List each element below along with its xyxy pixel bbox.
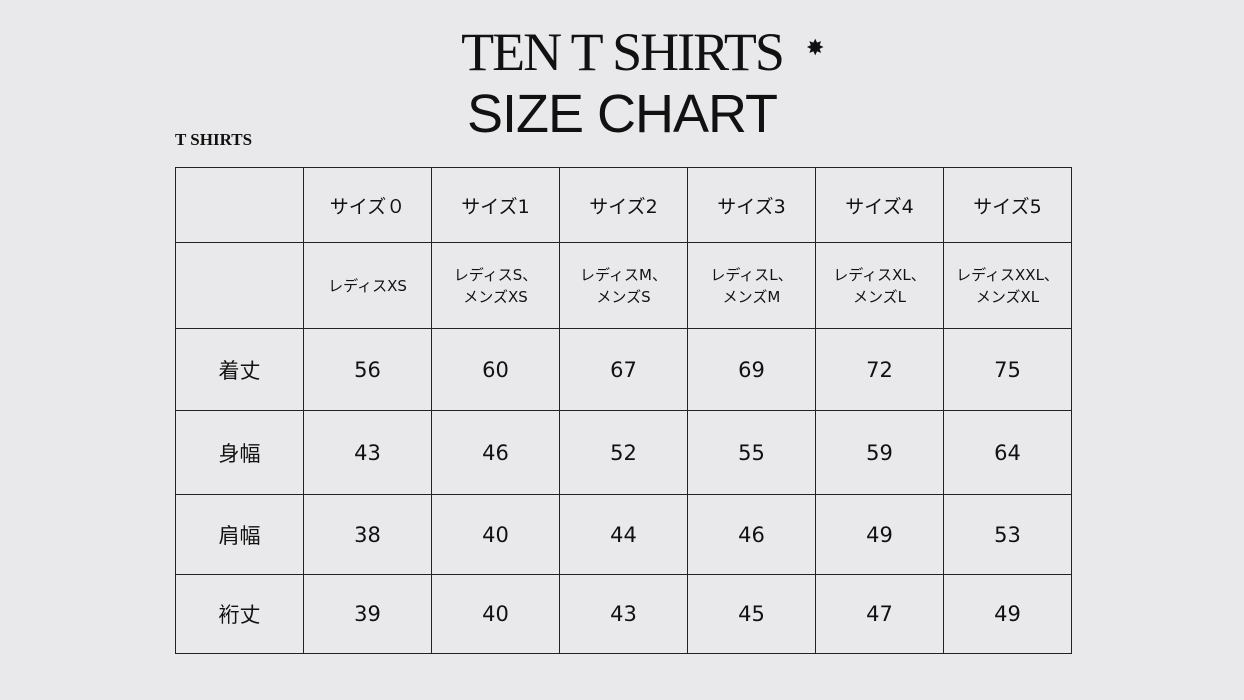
equivalent-size-row: レディスXS レディスS、 メンズXS レディスM、 メンズS レディスL、 メンズM レディ… (175, 242, 1072, 329)
measurement-value-cell: 75 (943, 328, 1072, 411)
equivalent-size-line: レディスXXL、 (956, 265, 1059, 284)
corner-cell (175, 167, 304, 243)
size-header-cell: サイズ1 (431, 167, 560, 243)
measurement-label-cell: 身幅 (175, 410, 304, 495)
equivalent-size-cell: レディスM、 メンズS (559, 242, 688, 329)
measurement-value-cell: 39 (303, 574, 432, 654)
measurement-value-cell: 52 (559, 410, 688, 495)
equivalent-size-line: メンズL (852, 287, 907, 306)
measurement-value-cell: 60 (431, 328, 560, 411)
size-header-cell: サイズ4 (815, 167, 944, 243)
empty-label-cell (175, 242, 304, 329)
measurement-value-cell: 43 (559, 574, 688, 654)
measurement-row: 着丈 56 60 67 69 72 75 (175, 328, 1072, 411)
section-subtitle: T SHIRTS (175, 130, 253, 149)
equivalent-size-cell: レディスXXL、 メンズXL (943, 242, 1072, 329)
equivalent-size-line: メンズM (722, 287, 781, 306)
measurement-value-cell: 43 (303, 410, 432, 495)
measurement-value-cell: 49 (943, 574, 1072, 654)
measurement-label-cell: 肩幅 (175, 494, 304, 575)
size-header-cell: サイズ5 (943, 167, 1072, 243)
measurement-value-cell: 46 (431, 410, 560, 495)
equivalent-size-line: レディスS、 (453, 265, 538, 284)
page-title: SIZE CHART (466, 84, 778, 144)
measurement-label-cell: 着丈 (175, 328, 304, 411)
measurement-label-cell: 裄丈 (175, 574, 304, 654)
equivalent-size-cell: レディスS、 メンズXS (431, 242, 560, 329)
measurement-value-cell: 53 (943, 494, 1072, 575)
measurement-value-cell: 47 (815, 574, 944, 654)
measurement-value-cell: 55 (687, 410, 816, 495)
measurement-value-cell: 49 (815, 494, 944, 575)
measurement-value-cell: 72 (815, 328, 944, 411)
measurement-value-cell: 69 (687, 328, 816, 411)
star-icon: ✸ (806, 36, 825, 61)
equivalent-size-line: レディスL、 (710, 265, 793, 284)
equivalent-size-cell: レディスXS (303, 242, 432, 329)
equivalent-size-line: メンズXL (975, 287, 1040, 306)
size-header-row: サイズ０ サイズ1 サイズ2 サイズ3 サイズ4 サイズ5 (175, 167, 1072, 243)
equivalent-size-line: レディスXL、 (833, 265, 926, 284)
size-header-cell: サイズ2 (559, 167, 688, 243)
equivalent-size-line: レディスM、 (580, 265, 667, 284)
measurement-value-cell: 40 (431, 494, 560, 575)
measurement-value-cell: 40 (431, 574, 560, 654)
equivalent-size-line: メンズS (596, 287, 651, 306)
measurement-value-cell: 38 (303, 494, 432, 575)
measurement-row: 裄丈 39 40 43 45 47 49 (175, 574, 1072, 654)
measurement-value-cell: 59 (815, 410, 944, 495)
measurement-row: 肩幅 38 40 44 46 49 53 (175, 494, 1072, 575)
equivalent-size-line: レディスXS (328, 276, 407, 295)
measurement-value-cell: 64 (943, 410, 1072, 495)
measurement-row: 身幅 43 46 52 55 59 64 (175, 410, 1072, 495)
measurement-value-cell: 45 (687, 574, 816, 654)
measurement-value-cell: 56 (303, 328, 432, 411)
size-chart-table: サイズ０ サイズ1 サイズ2 サイズ3 サイズ4 サイズ5 レディスXS レディスS、 メンズX… (175, 167, 1072, 654)
brand-title: TEN T SHIRTS (461, 22, 785, 82)
measurement-value-cell: 44 (559, 494, 688, 575)
equivalent-size-cell: レディスL、 メンズM (687, 242, 816, 329)
size-header-cell: サイズ０ (303, 167, 432, 243)
measurement-value-cell: 46 (687, 494, 816, 575)
measurement-value-cell: 67 (559, 328, 688, 411)
size-header-cell: サイズ3 (687, 167, 816, 243)
equivalent-size-line: メンズXS (463, 287, 528, 306)
equivalent-size-cell: レディスXL、 メンズL (815, 242, 944, 329)
